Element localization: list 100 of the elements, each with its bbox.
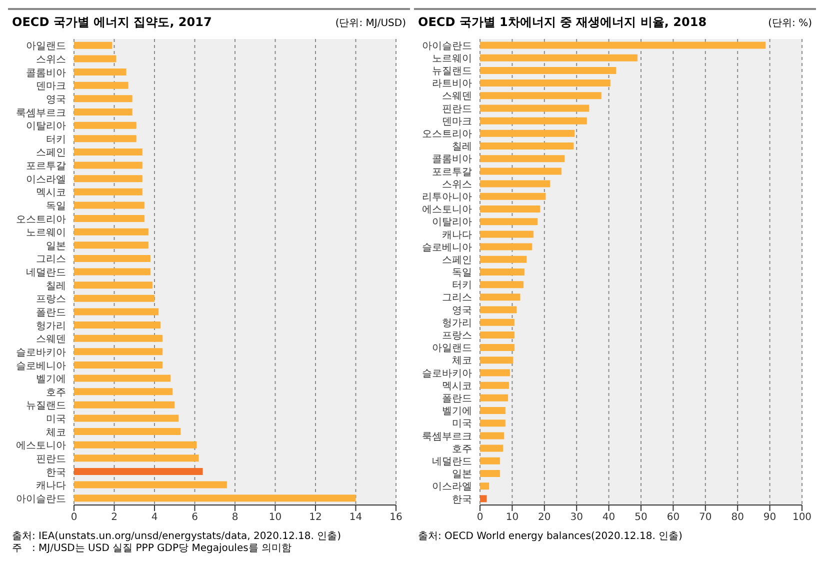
y-tick-label: 일본	[452, 469, 472, 480]
bar	[74, 42, 112, 49]
bar	[74, 361, 163, 368]
bar	[74, 334, 163, 342]
y-tick-label: 그리스	[442, 292, 472, 304]
y-tick-label: 스웨덴	[36, 334, 66, 346]
chart-title: OECD 국가별 에너지 집약도, 2017	[12, 14, 212, 31]
x-tick-label: 100	[792, 512, 812, 524]
y-tick-label: 스페인	[36, 148, 66, 159]
y-tick-label: 이탈리아	[432, 217, 472, 228]
y-tick-label: 칠레	[46, 280, 66, 292]
bar	[480, 382, 509, 389]
y-tick-label: 호주	[46, 387, 66, 398]
y-tick-label: 영국	[46, 94, 66, 106]
bar	[74, 95, 132, 102]
y-tick-label: 스페인	[442, 254, 472, 266]
y-tick-label: 슬로바키아	[16, 347, 66, 358]
bar	[480, 420, 506, 427]
bar	[74, 401, 175, 408]
y-tick-label: 그리스	[36, 254, 66, 266]
bar	[480, 66, 616, 74]
bar	[74, 242, 148, 249]
bar	[74, 175, 142, 182]
bar	[74, 282, 152, 289]
y-tick-label: 벨기에	[442, 406, 472, 418]
y-tick-label: 노르웨이	[432, 53, 472, 64]
chart-title: OECD 국가별 1차에너지 중 재생에너지 비율, 2018	[418, 14, 707, 31]
y-tick-label: 영국	[452, 305, 472, 316]
bar	[74, 468, 203, 475]
y-tick-label: 미국	[452, 418, 472, 430]
y-tick-label: 스웨덴	[442, 91, 472, 102]
y-tick-label: 슬로베니아	[422, 242, 472, 254]
x-tick-label: 0	[476, 512, 484, 524]
bar	[74, 148, 142, 156]
y-tick-label: 덴마크	[36, 81, 66, 92]
bar	[480, 495, 487, 502]
y-tick-label: 이탈리아	[26, 121, 66, 132]
bar	[480, 218, 538, 226]
y-tick-label: 한국	[452, 494, 472, 506]
y-tick-label: 일본	[46, 240, 66, 252]
bar	[480, 230, 534, 238]
y-tick-label: 슬로베니아	[16, 360, 66, 372]
y-tick-label: 뉴질랜드	[26, 400, 66, 412]
bar	[74, 308, 159, 316]
bar	[480, 457, 500, 464]
bar	[480, 369, 510, 376]
y-tick-label: 노르웨이	[26, 228, 66, 239]
bar	[74, 55, 116, 62]
y-tick-label: 칠레	[452, 142, 472, 153]
y-tick-label: 아일랜드	[432, 343, 472, 354]
bar	[74, 441, 197, 448]
y-tick-label: 체코	[452, 356, 472, 367]
bar	[74, 388, 173, 396]
bar	[74, 294, 154, 302]
y-tick-label: 멕시코	[36, 188, 66, 199]
y-tick-label: 리투아니아	[422, 192, 472, 203]
bar	[480, 206, 540, 212]
bar	[480, 318, 514, 326]
y-tick-label: 폴란드	[442, 393, 472, 404]
bar	[480, 104, 590, 112]
y-tick-label: 에스토니아	[422, 204, 472, 216]
bar	[74, 481, 227, 488]
y-tick-label: 스위스	[36, 54, 66, 66]
x-tick-label: 2	[111, 512, 118, 524]
y-tick-label: 체코	[46, 427, 66, 438]
y-tick-label: 이스라엘	[26, 174, 66, 186]
x-tick-label: 14	[349, 512, 362, 524]
y-tick-label: 한국	[46, 467, 66, 478]
bar	[74, 68, 126, 76]
bar	[74, 82, 128, 89]
y-tick-label: 룩셈부르크	[422, 431, 472, 442]
bar	[74, 188, 142, 196]
y-tick-label: 프랑스	[36, 294, 66, 306]
x-tick-label: 80	[731, 512, 744, 524]
y-tick-label: 네덜란드	[432, 456, 472, 468]
bar	[480, 268, 524, 276]
y-tick-label: 네덜란드	[26, 268, 66, 279]
y-tick-label: 오스트리아	[16, 214, 66, 226]
bar	[480, 482, 490, 490]
y-tick-label: 포르투갈	[26, 161, 66, 172]
y-tick-label: 핀란드	[36, 454, 66, 465]
y-tick-label: 아이슬란드	[422, 40, 472, 52]
y-tick-label: 호주	[452, 444, 472, 455]
x-tick-label: 10	[268, 512, 282, 524]
x-tick-label: 20	[538, 512, 551, 524]
bar	[480, 168, 562, 175]
y-tick-label: 덴마크	[442, 116, 472, 128]
bar	[480, 243, 532, 250]
y-tick-label: 벨기에	[36, 374, 66, 386]
y-tick-label: 스위스	[442, 179, 472, 190]
x-tick-label: 16	[390, 512, 402, 524]
bar	[480, 54, 638, 62]
bar	[74, 322, 161, 329]
x-tick-label: 40	[602, 512, 616, 524]
bar	[74, 108, 132, 116]
bar	[480, 130, 575, 137]
bar	[74, 202, 144, 209]
y-tick-label: 프랑스	[442, 330, 472, 342]
bar	[480, 394, 508, 402]
bar	[480, 470, 500, 477]
